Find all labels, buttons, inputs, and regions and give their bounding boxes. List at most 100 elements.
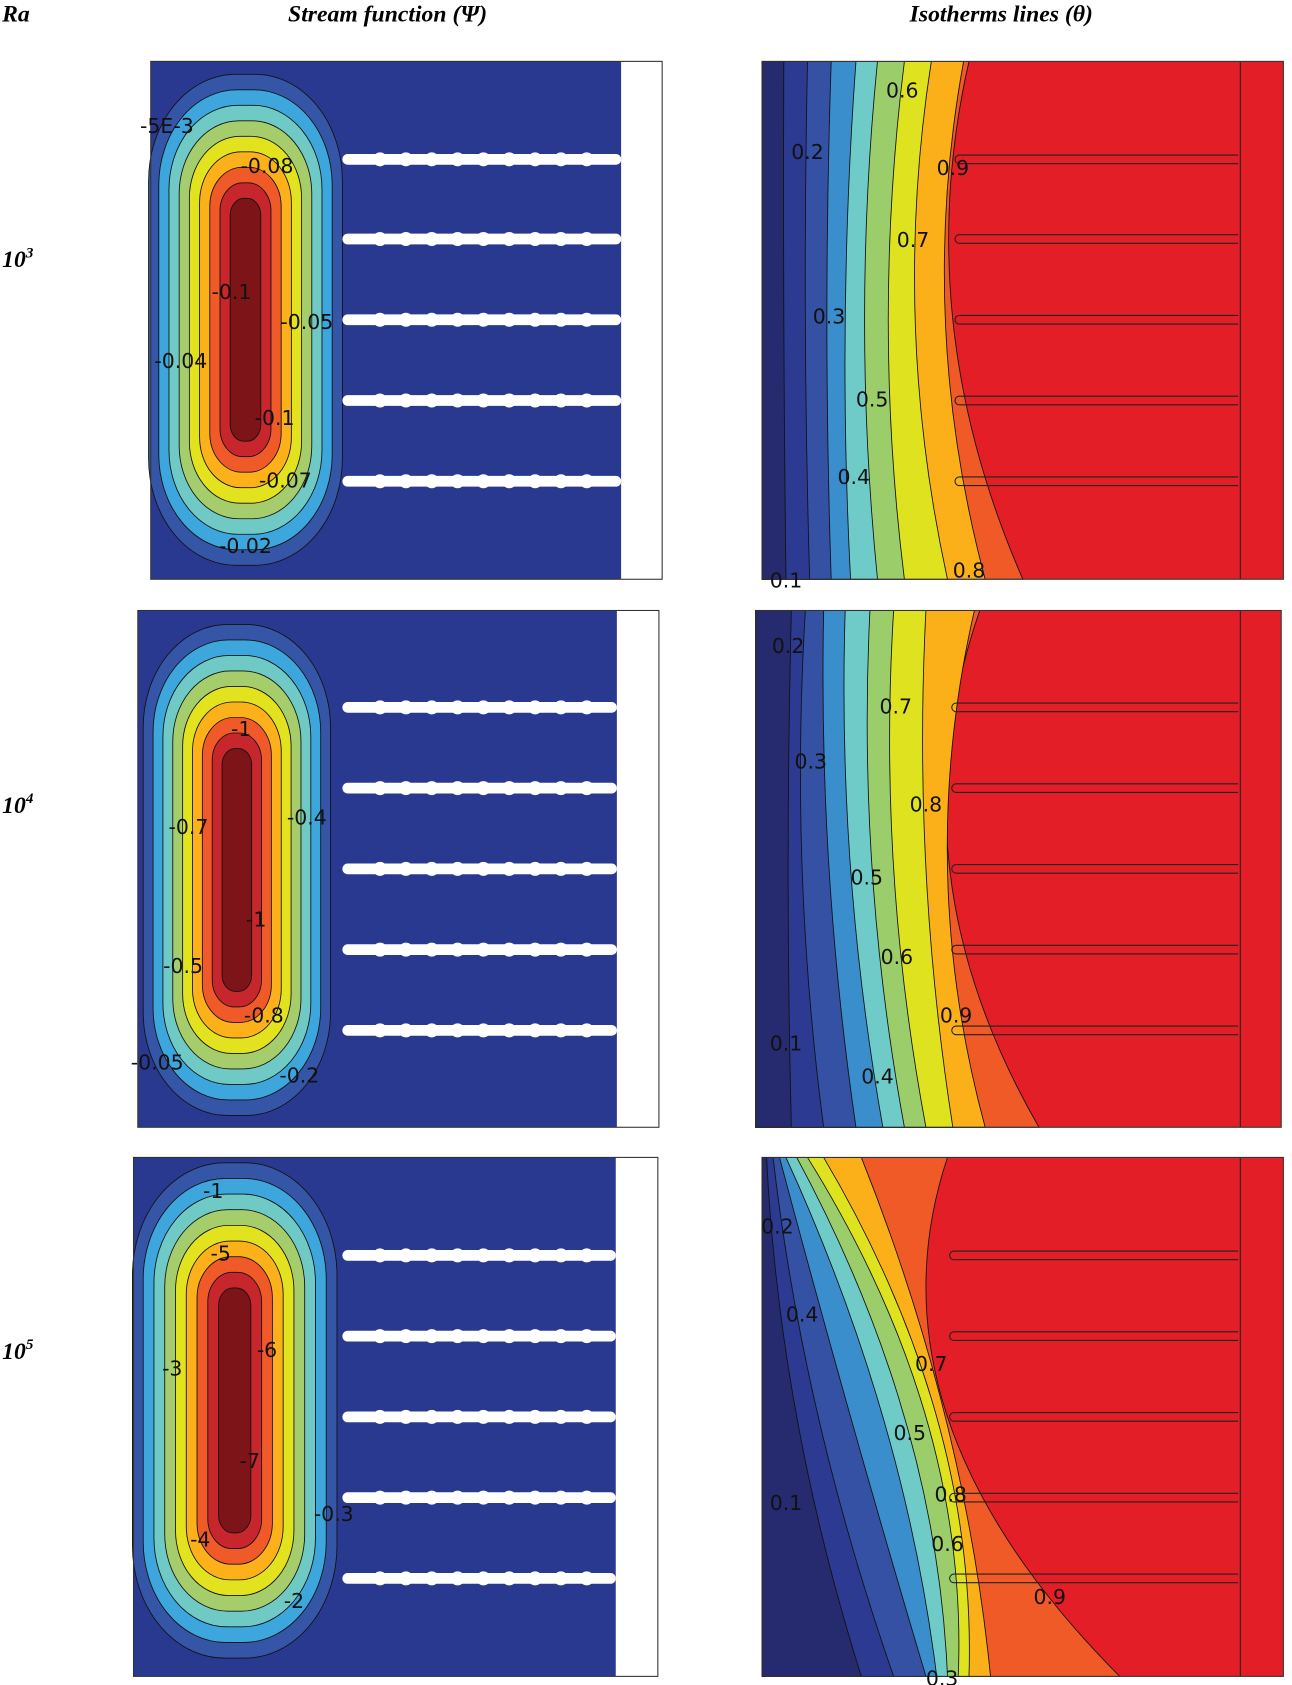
fin-bump	[553, 152, 568, 167]
fin-bump	[579, 1329, 594, 1344]
stream-contour-label: -0.3	[314, 1502, 354, 1526]
ra-base: 10	[2, 1339, 26, 1365]
fin-bump	[502, 393, 517, 408]
stream-contour-label: -4	[190, 1528, 210, 1552]
fin-bump	[502, 861, 517, 876]
panels: 103-5E-3-0.08-0.1-0.05-0.04-0.1-0.07-0.0…	[2, 60, 1284, 1685]
fin-bump	[579, 781, 594, 796]
fin-bump	[450, 1571, 465, 1586]
stream-contour	[229, 197, 262, 442]
fin-bump	[553, 1409, 568, 1424]
fin-bump	[528, 861, 543, 876]
fin-bump	[553, 1490, 568, 1505]
fin-bump	[502, 312, 517, 327]
fin-bump	[373, 942, 388, 957]
fin-bump	[398, 232, 413, 247]
fin-bump	[579, 152, 594, 167]
isotherm-contour-label: 0.6	[886, 79, 919, 103]
stream-contour	[218, 1287, 252, 1534]
wall-strip	[621, 61, 663, 580]
fin-bump	[579, 474, 594, 489]
fin-bump	[553, 861, 568, 876]
isotherm-contour-label: 0.3	[794, 749, 827, 773]
fin-bump	[476, 393, 491, 408]
fin-bump	[424, 861, 439, 876]
fin-bump	[476, 152, 491, 167]
stream-frame	[137, 609, 660, 1128]
isotherm-band	[761, 1156, 862, 1677]
fin-bump	[476, 781, 491, 796]
fin-bump	[502, 1248, 517, 1263]
row: 105 -1 -5 -6 -3 -7 -0.3 -4 -2 0.2 0.4 0.7 0.5 0.1 0.8 0…	[2, 1156, 1284, 1685]
fin-bump	[373, 1248, 388, 1263]
fin-bump	[528, 1571, 543, 1586]
fin-bump	[373, 700, 388, 715]
stream-contour-label: -1	[246, 908, 266, 932]
fin-bump	[424, 232, 439, 247]
fin-bump	[450, 393, 465, 408]
fin-bump	[398, 393, 413, 408]
fin-bump	[579, 232, 594, 247]
isotherm-contour-label: 0.6	[881, 945, 914, 969]
fin-bump	[553, 393, 568, 408]
stream-contour-label: -0.08	[241, 154, 294, 178]
fin-bump	[502, 152, 517, 167]
stream-contour-label: -1	[231, 717, 251, 741]
fin-bump	[398, 1490, 413, 1505]
stream-contour-label: -0.05	[280, 310, 333, 334]
fin-outline	[949, 1412, 1239, 1422]
stream-contour-label: -7	[240, 1449, 260, 1473]
isotherm-contour-label: 0.9	[940, 1003, 973, 1027]
fin-bump	[450, 312, 465, 327]
fin-bump	[373, 1571, 388, 1586]
stream-contour-label: -0.1	[255, 406, 295, 430]
stream-contour-label: -6	[257, 1338, 277, 1362]
fin-bump	[476, 942, 491, 957]
stream-contour-label: -5E-3	[140, 114, 194, 138]
fin-bump	[373, 1409, 388, 1424]
fin-bump	[528, 232, 543, 247]
ra-exponent: 5	[26, 1337, 34, 1353]
stream-contour-label: -5	[211, 1241, 231, 1265]
fin-bump	[502, 474, 517, 489]
fin-bump	[528, 312, 543, 327]
fin-bump	[398, 1329, 413, 1344]
fin-bump	[476, 1571, 491, 1586]
isotherm-contour-label: 0.1	[770, 1031, 803, 1055]
fin-bump	[553, 232, 568, 247]
stream-contour-label: -2	[284, 1589, 304, 1613]
fin-bump	[476, 1409, 491, 1424]
fin-bump	[528, 1409, 543, 1424]
fin-bump	[528, 1248, 543, 1263]
isotherm-contour-label: 0.8	[953, 559, 986, 583]
fin-bump	[373, 393, 388, 408]
isotherm-title: Isotherms lines (θ)	[909, 2, 1093, 28]
fin-bump	[553, 474, 568, 489]
isotherm-contour-label: 0.2	[761, 1214, 794, 1238]
ra-base: 10	[2, 793, 26, 819]
isotherm-contour-label: 0.7	[897, 228, 930, 252]
isotherm-contour-label: 0.3	[926, 1667, 959, 1685]
fin-bump	[424, 1571, 439, 1586]
isotherm-contour-label: 0.2	[772, 634, 805, 658]
fin-bump	[450, 152, 465, 167]
isotherm-contour-label: 0.9	[937, 156, 970, 180]
fin-bump	[553, 1023, 568, 1038]
fin-bump	[373, 861, 388, 876]
fin-bump	[579, 393, 594, 408]
ra-header: Ra	[1, 2, 30, 28]
fin-outline	[951, 783, 1239, 793]
isotherm-frame	[761, 1156, 1284, 1677]
fin-bump	[450, 1248, 465, 1263]
fin-bump	[579, 1490, 594, 1505]
fin-bump	[476, 1248, 491, 1263]
isotherm-frame	[755, 609, 1282, 1128]
fin-bump	[373, 1023, 388, 1038]
fin-bump	[579, 1248, 594, 1263]
fin-bump	[450, 1023, 465, 1038]
stream-contour-label: -0.05	[131, 1051, 184, 1075]
fin-bump	[502, 1571, 517, 1586]
fin-bump	[476, 1329, 491, 1344]
fin-bump	[373, 1490, 388, 1505]
fin-bump	[579, 312, 594, 327]
